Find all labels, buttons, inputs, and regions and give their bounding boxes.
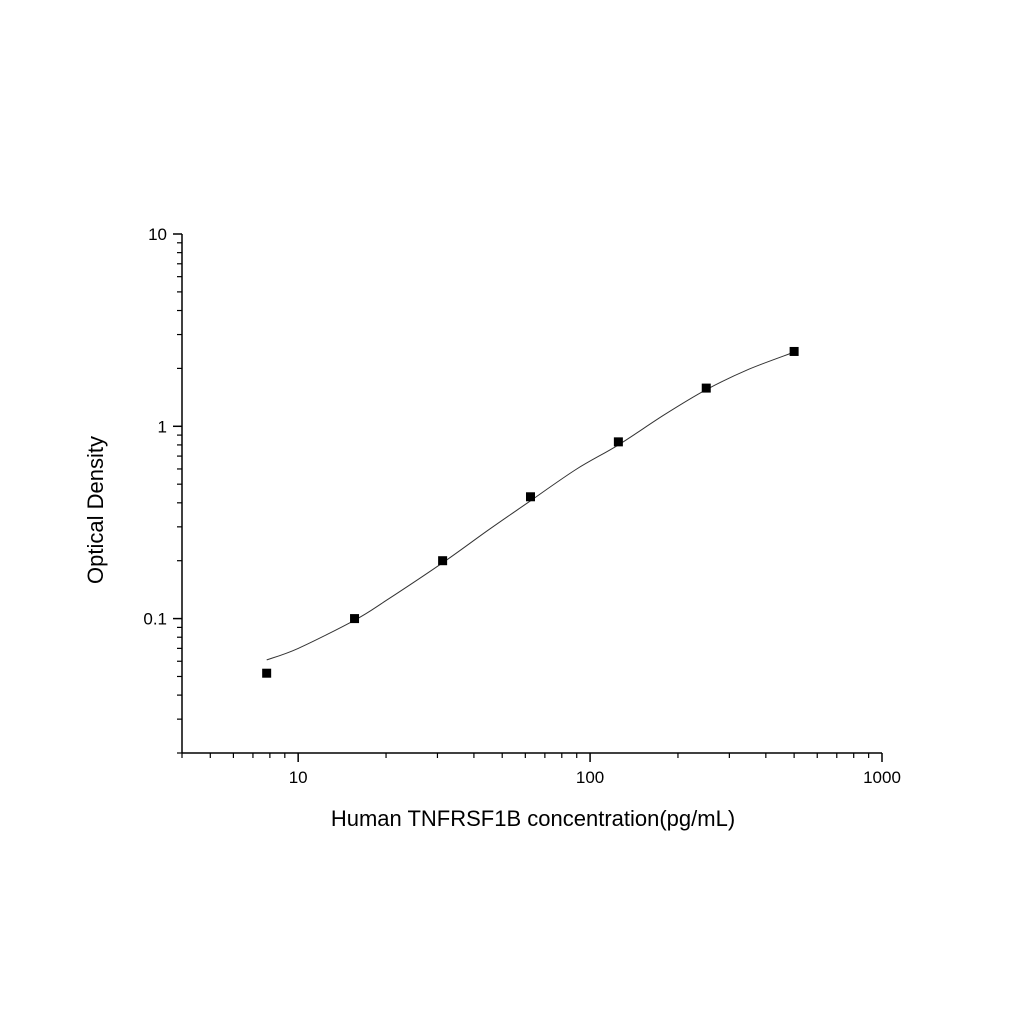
data-point xyxy=(701,383,711,393)
x-tick-label: 10 xyxy=(289,768,308,787)
data-points-layer xyxy=(262,346,799,678)
x-axis-title: Human TNFRSF1B concentration(pg/mL) xyxy=(331,806,735,831)
y-axis-title: Optical Density xyxy=(83,436,108,584)
x-tick-label: 1000 xyxy=(863,768,901,787)
ticks: 10 100 1000 0.1 1 10 xyxy=(143,225,901,787)
data-point xyxy=(438,556,448,566)
y-tick-label: 0.1 xyxy=(143,610,167,629)
y-tick-label: 1 xyxy=(158,417,167,436)
data-point xyxy=(613,437,623,447)
data-point xyxy=(262,668,272,678)
fit-curve xyxy=(266,351,795,661)
y-tick-label: 10 xyxy=(148,225,167,244)
fit-curve-layer xyxy=(266,351,795,661)
x-tick-label: 100 xyxy=(576,768,604,787)
data-point xyxy=(350,614,360,624)
data-point xyxy=(525,492,535,502)
data-point xyxy=(789,346,799,356)
